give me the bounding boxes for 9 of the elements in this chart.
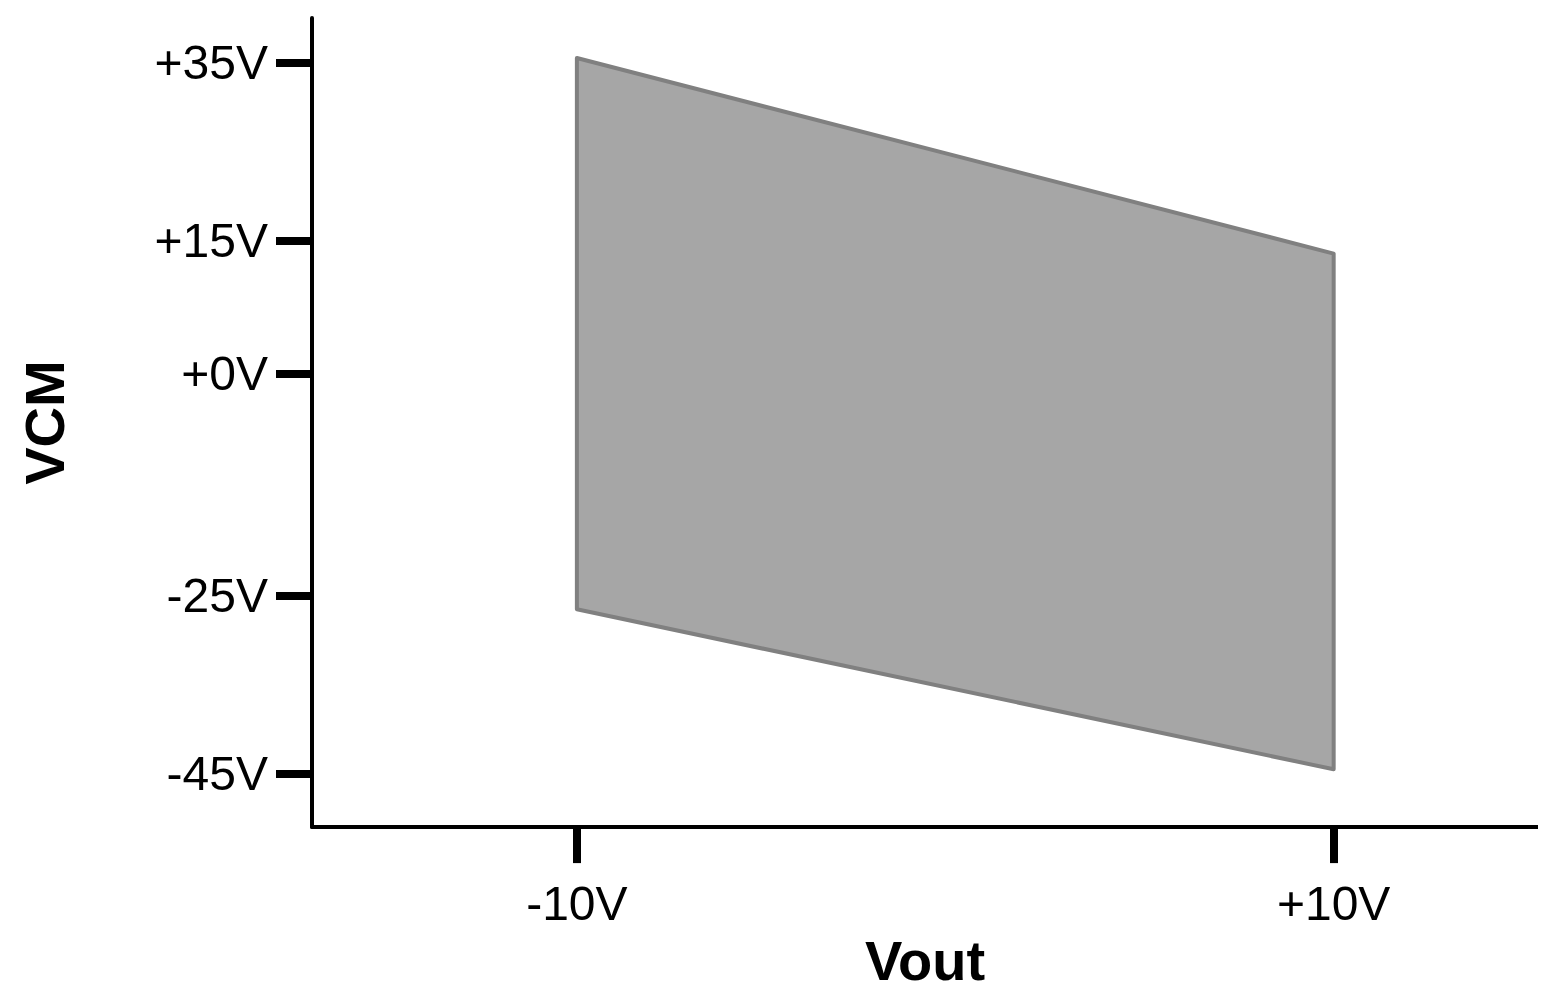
x-tick-label: -10V xyxy=(526,876,628,930)
y-tick-label: +0V xyxy=(181,347,268,401)
y-tick-label: +35V xyxy=(154,35,268,89)
y-tick-label: -45V xyxy=(166,747,268,801)
y-tick-label: -25V xyxy=(166,569,268,623)
x-axis-title: Vout xyxy=(864,928,986,992)
y-tick-label: +15V xyxy=(154,213,268,267)
y-axis-title: VCM xyxy=(12,360,76,485)
x-tick-label: +10V xyxy=(1276,876,1391,930)
